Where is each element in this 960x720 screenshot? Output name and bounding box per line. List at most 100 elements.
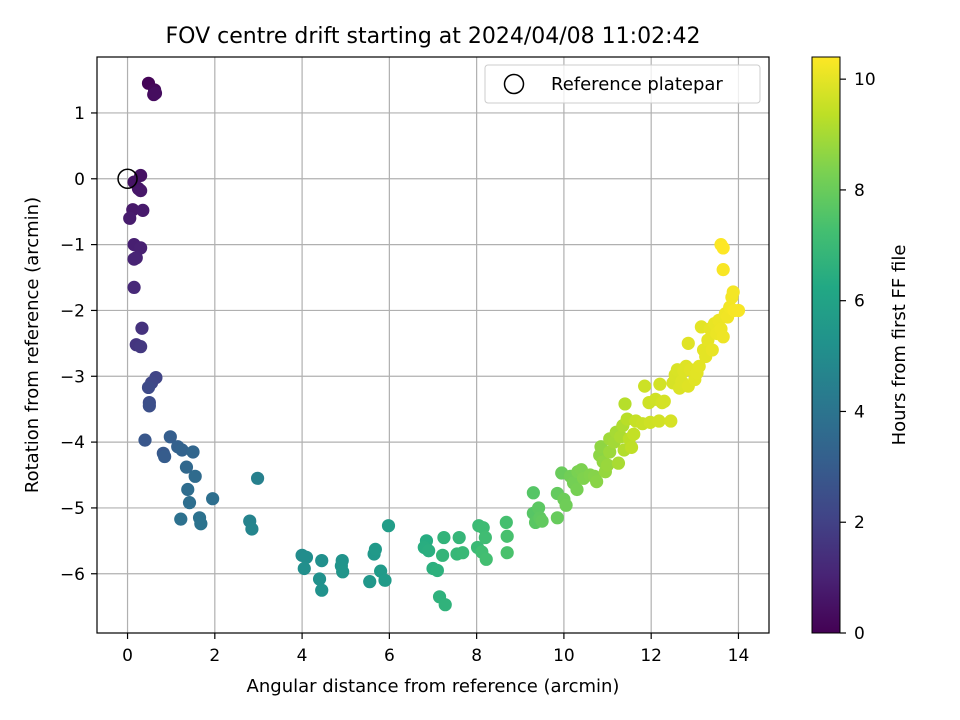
y-axis-label: Rotation from reference (arcmin): [22, 197, 43, 493]
data-point: [452, 530, 466, 545]
data-point: [590, 474, 604, 489]
data-point: [653, 377, 667, 391]
data-point: [478, 530, 492, 545]
y-tick-label: −2: [60, 301, 85, 321]
data-point: [499, 515, 513, 530]
data-point: [627, 427, 641, 441]
data-point: [297, 561, 311, 576]
data-point: [134, 184, 148, 198]
data-point: [141, 380, 156, 395]
data-point: [436, 548, 450, 562]
data-point: [378, 573, 392, 587]
colorbar-tick-label: 10: [854, 70, 876, 90]
data-point: [206, 492, 220, 506]
data-point: [123, 211, 137, 225]
data-point: [136, 203, 150, 217]
x-tick-label: 6: [384, 646, 395, 666]
data-point: [422, 544, 436, 558]
x-tick-label: 4: [297, 646, 308, 666]
reference-point: [117, 168, 138, 190]
data-point: [312, 572, 327, 586]
data-point: [182, 496, 197, 510]
x-tick-label: 2: [209, 646, 220, 666]
data-point: [638, 379, 652, 393]
data-point: [134, 340, 148, 354]
data-point: [476, 521, 490, 535]
data-point: [500, 546, 514, 560]
legend-label: Reference platepar: [551, 74, 723, 95]
colorbar-tick-label: 6: [854, 292, 865, 312]
grid: [97, 57, 769, 633]
data-point: [188, 469, 202, 483]
x-tick-label: 12: [640, 646, 662, 666]
y-tick-label: −1: [60, 236, 85, 256]
legend: Reference platepar: [484, 64, 761, 104]
colorbar-tick-label: 2: [854, 513, 865, 533]
chart-title: FOV centre drift starting at 2024/04/08 …: [166, 24, 701, 49]
data-point: [657, 394, 671, 408]
data-point: [158, 449, 172, 464]
colorbar: [811, 56, 841, 634]
data-point: [618, 397, 632, 411]
data-point: [315, 553, 329, 568]
data-point: [726, 285, 740, 299]
data-point: [127, 252, 141, 266]
x-axis-ticks: 0 2 4 6 8 10 12 14: [122, 633, 749, 666]
y-tick-label: −4: [60, 433, 85, 453]
data-point: [363, 575, 377, 589]
data-point: [438, 598, 452, 612]
data-point: [716, 330, 730, 344]
y-axis-ticks: 1 0 −1 −2 −3 −4 −5 −6: [60, 104, 97, 585]
y-tick-label: 0: [74, 170, 85, 190]
data-point: [138, 433, 152, 447]
data-points: [123, 76, 746, 612]
data-point: [535, 514, 549, 528]
x-tick-label: 14: [728, 646, 750, 666]
x-tick-label: 8: [471, 646, 482, 666]
data-point: [716, 263, 730, 277]
data-point: [479, 552, 493, 566]
data-point: [186, 445, 200, 459]
colorbar-tick-label: 8: [854, 181, 865, 201]
data-point: [245, 522, 259, 536]
data-point: [127, 280, 141, 294]
data-point: [181, 482, 195, 497]
data-point: [705, 343, 719, 357]
data-point: [603, 445, 617, 459]
data-point: [624, 440, 639, 454]
data-point: [532, 501, 546, 515]
data-point: [526, 486, 540, 500]
data-point: [500, 529, 514, 543]
y-tick-label: −5: [60, 499, 85, 519]
data-point: [550, 511, 564, 525]
data-point: [456, 546, 470, 560]
data-point: [250, 471, 265, 485]
data-point: [174, 512, 188, 526]
data-point: [681, 336, 695, 350]
colorbar-tick-label: 0: [854, 624, 865, 644]
legend-reference-marker: [503, 73, 525, 95]
data-point: [299, 550, 314, 564]
colorbar-tick-label: 4: [854, 402, 865, 422]
data-point: [142, 399, 156, 413]
legend-box: [484, 64, 761, 104]
data-point: [652, 414, 666, 428]
colorbar-ticks: 0 2 4 6 8 10: [840, 70, 876, 644]
data-point: [336, 565, 350, 579]
data-point: [135, 321, 149, 335]
data-point: [437, 530, 451, 545]
data-point: [368, 542, 382, 556]
data-point: [148, 86, 163, 100]
data-point: [600, 458, 615, 472]
data-point: [716, 241, 730, 255]
data-point: [570, 482, 584, 497]
x-axis-label: Angular distance from reference (arcmin): [247, 676, 620, 697]
x-tick-label: 0: [122, 646, 133, 666]
y-tick-label: −3: [60, 367, 85, 387]
data-point: [179, 460, 194, 474]
data-point: [315, 583, 329, 597]
data-point: [194, 517, 208, 531]
data-point: [175, 443, 189, 457]
data-point: [559, 498, 573, 512]
